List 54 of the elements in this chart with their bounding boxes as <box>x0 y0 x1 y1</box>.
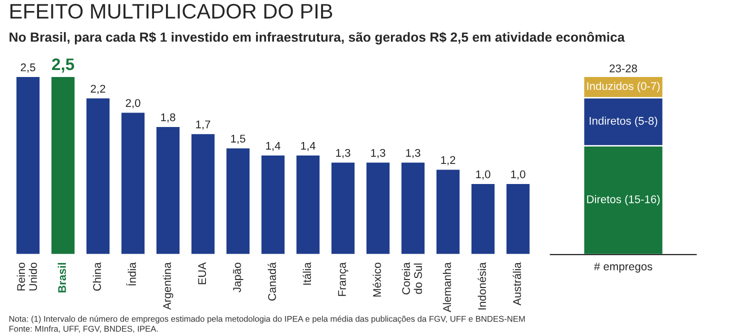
data-label: 1,5 <box>231 134 246 144</box>
bar <box>15 76 41 255</box>
bar <box>260 154 286 255</box>
bar <box>435 168 461 255</box>
bar <box>50 76 76 255</box>
data-label: 1,4 <box>266 142 280 152</box>
x-tick-label: México <box>372 262 381 297</box>
data-label: 1,0 <box>511 170 526 180</box>
data-label: 1,8 <box>161 113 176 123</box>
data-label: 1,3 <box>371 148 386 158</box>
series-label: Indiretos (5-8) <box>590 116 658 127</box>
x-tick-label: Alemanha <box>442 262 451 312</box>
x-tick-label: Coreia do Sul <box>402 262 422 294</box>
bar <box>295 154 321 255</box>
x-tick-label: Austrália <box>512 262 522 306</box>
x-tick-label: China <box>92 262 101 291</box>
chart-title: EFEITO MULTIPLICADOR DO PIB <box>10 4 332 19</box>
series-label: Diretos (15-16) <box>587 195 660 206</box>
series-label: Induzidos (0-7) <box>587 82 660 92</box>
bar <box>190 132 216 255</box>
x-tick-label: # empregos <box>594 262 652 273</box>
bar <box>470 182 496 255</box>
bar <box>365 161 391 255</box>
x-tick-label: Brasil <box>58 263 66 292</box>
data-label: 2,5 <box>52 58 74 73</box>
x-tick-label: Itália <box>302 262 311 285</box>
data-label: 1,3 <box>406 148 420 158</box>
chart-subtitle: No Brasil, para cada R$ 1 investido em infraestrutura, são gerados R$ 2,5 em atividade econômica <box>10 32 625 44</box>
source-note: Fonte: MInfra, UFF, FGV, BNDES, IPEA. <box>9 326 158 333</box>
x-tick-label: Argentina <box>162 262 174 310</box>
data-label: 2,2 <box>90 84 106 94</box>
data-label: 1,0 <box>476 170 490 180</box>
total-label: 23-28 <box>610 64 638 72</box>
bar <box>330 161 356 255</box>
x-tick-label: EUA <box>198 262 206 284</box>
bar <box>155 126 181 255</box>
bar <box>85 97 111 255</box>
x-tick-label: França <box>338 262 348 296</box>
x-tick-label: Canadá <box>268 262 276 301</box>
data-label: 1,4 <box>301 142 316 152</box>
bar <box>120 111 146 255</box>
bar <box>400 161 426 255</box>
data-label: 2,0 <box>126 99 140 108</box>
data-label: 1,7 <box>196 120 210 130</box>
x-tick-label: Indonésia <box>478 262 486 310</box>
x-tick-label: Reino Unido <box>16 262 37 290</box>
text: Nota: (1) Intervalo de número de empregos estimado pela metodologia do IPEA e pela média das publicações da FGV, UFF e BNDES-NEM <box>9 316 525 324</box>
x-tick-label: Índia <box>126 262 136 286</box>
bar <box>225 146 251 255</box>
x-tick-label: Japão <box>232 262 244 292</box>
data-label: 1,3 <box>336 148 350 158</box>
data-label: 1,2 <box>441 156 456 166</box>
data-label: 2,5 <box>20 63 36 73</box>
bar <box>505 182 531 255</box>
